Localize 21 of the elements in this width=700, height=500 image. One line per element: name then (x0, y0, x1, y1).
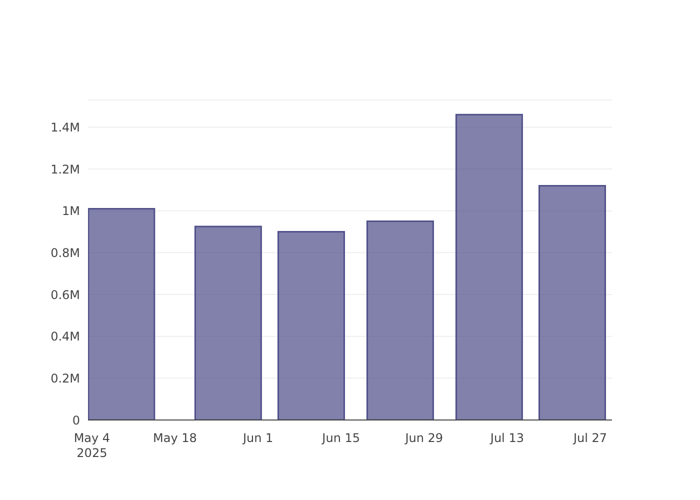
y-tick-label: 1M (62, 204, 80, 218)
x-tick-label: Jun 29 (404, 431, 444, 445)
bar (277, 231, 345, 420)
y-tick-label: 0.8M (50, 246, 80, 260)
bar (194, 226, 262, 420)
bar (455, 114, 523, 420)
x-tick-label: Jul 13 (489, 431, 524, 445)
y-tick-label: 1.2M (50, 162, 80, 176)
y-tick-label: 0.6M (50, 288, 80, 302)
bar (538, 185, 606, 420)
y-tick-label: 0.4M (50, 330, 80, 344)
bar (366, 220, 434, 420)
x-tick-label: May 18 (153, 431, 197, 445)
x-tick-label: Jul 27 (572, 431, 608, 445)
y-tick-label: 0.2M (50, 371, 80, 386)
x-tick-label: Jun 1 (242, 431, 274, 445)
y-tick-label: 0 (72, 413, 80, 428)
x-tick-label: May 4 2025 (74, 431, 110, 460)
bar (88, 208, 156, 420)
y-tick-label: 1.4M (50, 120, 80, 134)
x-tick-label: Jun 15 (321, 431, 360, 445)
